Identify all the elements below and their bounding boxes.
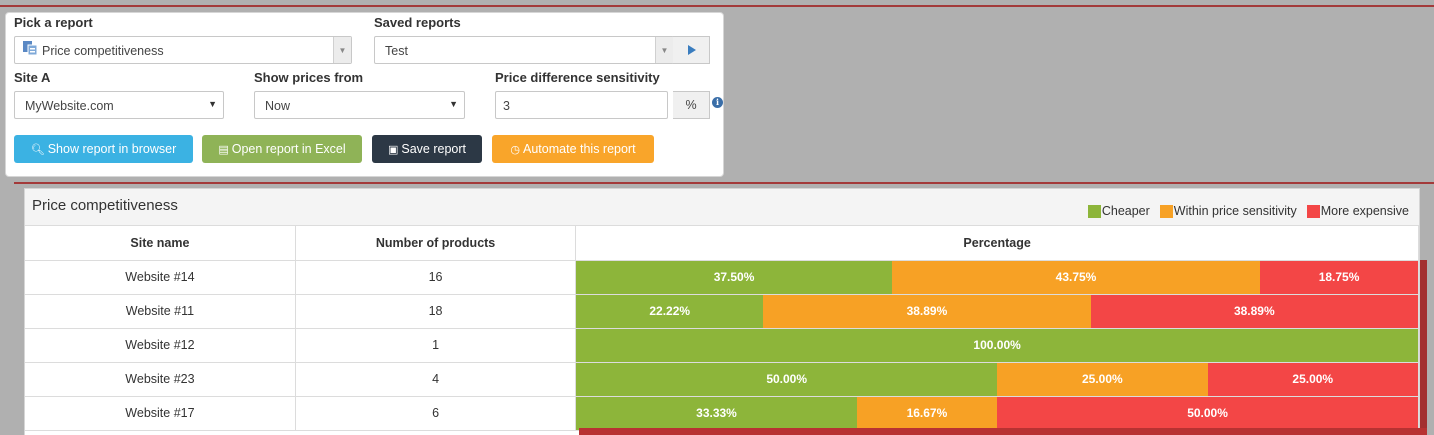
legend-item-expensive: More expensive: [1306, 204, 1409, 218]
percent-addon: %: [673, 91, 710, 119]
stacked-percentage-bar: 50.00% 25.00% 25.00%: [576, 362, 1418, 396]
report-table: Site name Number of products Percentage …: [25, 226, 1419, 431]
clock-icon: ◷: [510, 144, 521, 156]
next-row-bar: [579, 428, 1427, 435]
saved-reports-label: Saved reports: [374, 15, 461, 30]
percentage-bar-cell: 50.00% 25.00% 25.00%: [575, 362, 1419, 397]
legend-item-cheaper: Cheaper: [1087, 204, 1150, 218]
sensitivity-value: 3: [503, 99, 510, 113]
open-report-in-excel-button[interactable]: ▤ Open report in Excel: [202, 135, 362, 163]
bar-segment-cheaper[interactable]: 50.00%: [576, 362, 998, 396]
report-form-panel: Pick a report Price competitiveness ▼ Sa…: [5, 12, 724, 177]
site-name-cell: Website #14: [25, 260, 296, 295]
search-icon: 🔍︎: [30, 144, 45, 156]
percentage-bar-cell: 37.50% 43.75% 18.75%: [575, 260, 1419, 295]
pick-report-value: Price competitiveness: [42, 44, 164, 58]
show-report-in-browser-button[interactable]: 🔍︎ Show report in browser: [14, 135, 193, 163]
site-name-cell: Website #23: [25, 362, 296, 397]
percentage-bar-cell: 33.33% 16.67% 50.00%: [575, 396, 1419, 431]
bar-segment-within[interactable]: 43.75%: [891, 260, 1261, 294]
site-a-label: Site A: [14, 70, 51, 85]
excel-file-icon: ▤: [218, 144, 229, 156]
bar-segment-expensive[interactable]: 38.89%: [1090, 294, 1418, 328]
sensitivity-input[interactable]: 3: [495, 91, 668, 119]
stacked-percentage-bar: 22.22% 38.89% 38.89%: [576, 294, 1418, 328]
section-divider-line: [14, 182, 1434, 184]
percentage-bar-cell: 22.22% 38.89% 38.89%: [575, 294, 1419, 329]
bar-segment-cheaper[interactable]: 33.33%: [576, 396, 857, 430]
product-count-cell: 4: [295, 362, 577, 397]
show-prices-select[interactable]: Now ▼: [254, 91, 465, 119]
stacked-percentage-bar: 37.50% 43.75% 18.75%: [576, 260, 1418, 294]
stacked-percentage-bar: 100.00%: [576, 328, 1418, 362]
legend-swatch: [1087, 204, 1101, 218]
site-name-cell: Website #11: [25, 294, 296, 329]
bar-segment-cheaper[interactable]: 22.22%: [576, 294, 764, 328]
show-prices-value: Now: [265, 99, 291, 113]
saved-reports-value: Test: [385, 44, 408, 58]
table-row[interactable]: Website #12 1 100.00%: [25, 328, 1419, 363]
legend-label: More expensive: [1320, 204, 1409, 218]
bar-segment-expensive[interactable]: 25.00%: [1207, 362, 1418, 396]
bar-segment-within[interactable]: 38.89%: [763, 294, 1091, 328]
scroll-edge-marker: [1420, 260, 1427, 435]
percentage-bar-cell: 100.00%: [575, 328, 1419, 363]
pick-report-combo[interactable]: Price competitiveness ▼: [14, 36, 352, 64]
legend-item-within: Within price sensitivity: [1159, 204, 1297, 218]
show-browser-label: Show report in browser: [47, 142, 177, 156]
chevron-down-icon[interactable]: ▼: [655, 37, 673, 63]
sensitivity-label: Price difference sensitivity: [495, 70, 660, 85]
report-type-icon: [23, 41, 38, 56]
column-header-count[interactable]: Number of products: [295, 226, 577, 261]
bar-segment-expensive[interactable]: 50.00%: [997, 396, 1418, 430]
run-saved-report-button[interactable]: [673, 36, 710, 64]
product-count-cell: 1: [295, 328, 577, 363]
site-a-select[interactable]: MyWebsite.com ▼: [14, 91, 224, 119]
open-excel-label: Open report in Excel: [231, 142, 346, 156]
product-count-cell: 16: [295, 260, 577, 295]
report-header: Price competitiveness Cheaper Within pri…: [25, 189, 1419, 226]
save-report-button[interactable]: ▣ Save report: [372, 135, 482, 163]
table-row[interactable]: Website #14 16 37.50% 43.75% 18.75%: [25, 260, 1419, 295]
floppy-disk-icon: ▣: [387, 144, 399, 156]
site-name-cell: Website #17: [25, 396, 296, 431]
top-accent-line: [0, 5, 1434, 7]
legend-swatch: [1306, 204, 1320, 218]
bar-segment-within[interactable]: 16.67%: [856, 396, 998, 430]
saved-reports-combo[interactable]: Test ▼: [374, 36, 674, 64]
show-prices-label: Show prices from: [254, 70, 364, 85]
chevron-down-icon[interactable]: ▼: [333, 37, 351, 63]
automate-report-button[interactable]: ◷ Automate this report: [492, 135, 654, 163]
bar-segment-expensive[interactable]: 18.75%: [1260, 260, 1418, 294]
report-title: Price competitiveness: [32, 197, 178, 214]
info-icon[interactable]: i: [712, 97, 723, 108]
pick-report-label: Pick a report: [14, 15, 93, 30]
bar-segment-cheaper[interactable]: 100.00%: [576, 328, 1418, 362]
bar-segment-within[interactable]: 25.00%: [997, 362, 1208, 396]
legend-label: Within price sensitivity: [1173, 204, 1297, 218]
table-row[interactable]: Website #17 6 33.33% 16.67% 50.00%: [25, 396, 1419, 431]
table-header-row: Site name Number of products Percentage: [25, 226, 1419, 261]
stacked-percentage-bar: 33.33% 16.67% 50.00%: [576, 396, 1418, 430]
column-header-percentage[interactable]: Percentage: [575, 226, 1419, 261]
site-a-value: MyWebsite.com: [25, 99, 114, 113]
table-row[interactable]: Website #11 18 22.22% 38.89% 38.89%: [25, 294, 1419, 329]
caret-down-icon: ▼: [449, 99, 458, 109]
table-row[interactable]: Website #23 4 50.00% 25.00% 25.00%: [25, 362, 1419, 397]
legend-label: Cheaper: [1101, 204, 1150, 218]
chart-legend: Cheaper Within price sensitivity More ex…: [1087, 204, 1409, 218]
caret-down-icon: ▼: [208, 99, 217, 109]
site-name-cell: Website #12: [25, 328, 296, 363]
column-header-site[interactable]: Site name: [25, 226, 296, 261]
automate-label: Automate this report: [523, 142, 636, 156]
report-panel: Price competitiveness Cheaper Within pri…: [24, 188, 1420, 435]
legend-swatch: [1159, 204, 1173, 218]
bar-segment-cheaper[interactable]: 37.50%: [576, 260, 892, 294]
product-count-cell: 6: [295, 396, 577, 431]
product-count-cell: 18: [295, 294, 577, 329]
save-report-label: Save report: [401, 142, 467, 156]
